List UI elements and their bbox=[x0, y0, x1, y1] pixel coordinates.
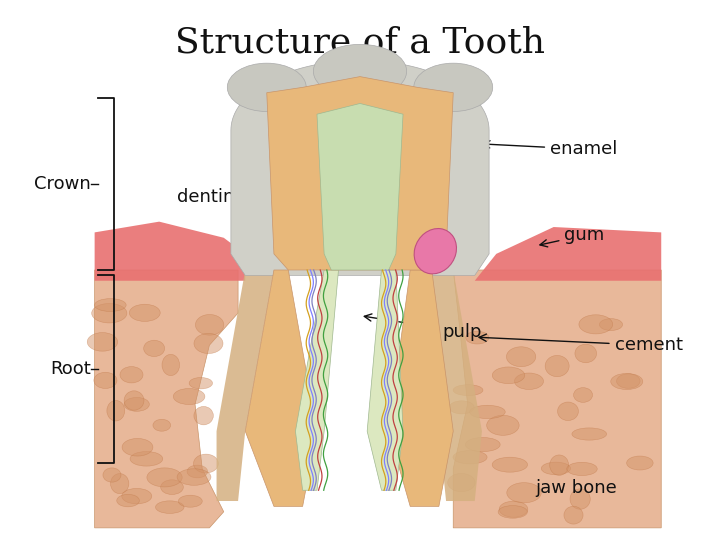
Ellipse shape bbox=[487, 415, 519, 435]
Text: jaw bone: jaw bone bbox=[536, 478, 618, 497]
Ellipse shape bbox=[87, 333, 117, 351]
Polygon shape bbox=[432, 270, 482, 501]
Ellipse shape bbox=[469, 406, 505, 419]
Ellipse shape bbox=[506, 347, 536, 367]
Ellipse shape bbox=[194, 407, 213, 425]
Ellipse shape bbox=[453, 450, 487, 464]
Ellipse shape bbox=[449, 401, 474, 414]
Ellipse shape bbox=[600, 319, 623, 330]
Ellipse shape bbox=[616, 374, 640, 388]
Ellipse shape bbox=[174, 388, 205, 404]
Ellipse shape bbox=[103, 468, 121, 482]
Ellipse shape bbox=[195, 314, 224, 335]
Ellipse shape bbox=[107, 401, 125, 421]
Ellipse shape bbox=[94, 299, 126, 312]
Ellipse shape bbox=[541, 462, 570, 475]
Ellipse shape bbox=[91, 303, 127, 323]
Ellipse shape bbox=[466, 331, 489, 344]
Ellipse shape bbox=[572, 428, 606, 440]
Ellipse shape bbox=[120, 367, 143, 383]
Ellipse shape bbox=[465, 437, 500, 451]
Polygon shape bbox=[367, 270, 403, 490]
Ellipse shape bbox=[189, 377, 212, 389]
Polygon shape bbox=[474, 227, 661, 281]
Text: Crown: Crown bbox=[35, 175, 91, 193]
Polygon shape bbox=[94, 270, 238, 528]
Ellipse shape bbox=[144, 340, 165, 356]
Ellipse shape bbox=[117, 494, 140, 507]
Ellipse shape bbox=[515, 373, 544, 389]
Ellipse shape bbox=[313, 44, 407, 98]
Ellipse shape bbox=[492, 367, 525, 383]
Ellipse shape bbox=[567, 462, 597, 476]
Text: cement: cement bbox=[479, 334, 683, 354]
Polygon shape bbox=[94, 221, 246, 281]
Polygon shape bbox=[295, 270, 338, 490]
Polygon shape bbox=[217, 270, 274, 501]
Ellipse shape bbox=[153, 419, 171, 431]
Ellipse shape bbox=[130, 451, 163, 466]
Text: dentin: dentin bbox=[177, 188, 294, 206]
Ellipse shape bbox=[177, 469, 211, 485]
Ellipse shape bbox=[124, 397, 149, 411]
Polygon shape bbox=[453, 270, 661, 528]
Ellipse shape bbox=[574, 388, 593, 402]
Ellipse shape bbox=[194, 333, 223, 354]
Text: Root: Root bbox=[50, 360, 91, 379]
Polygon shape bbox=[389, 270, 453, 507]
Ellipse shape bbox=[570, 489, 590, 509]
Ellipse shape bbox=[507, 483, 541, 503]
Ellipse shape bbox=[187, 465, 207, 478]
Ellipse shape bbox=[122, 438, 153, 456]
Ellipse shape bbox=[611, 374, 643, 389]
Ellipse shape bbox=[147, 468, 182, 487]
Ellipse shape bbox=[498, 505, 527, 518]
Text: pulp: pulp bbox=[364, 314, 482, 341]
Ellipse shape bbox=[156, 501, 184, 514]
Ellipse shape bbox=[162, 354, 179, 375]
Ellipse shape bbox=[124, 391, 144, 410]
Polygon shape bbox=[246, 270, 317, 507]
Text: gum: gum bbox=[540, 226, 605, 247]
Ellipse shape bbox=[579, 315, 613, 334]
Ellipse shape bbox=[448, 474, 475, 491]
Ellipse shape bbox=[549, 455, 569, 475]
Ellipse shape bbox=[626, 456, 653, 470]
Ellipse shape bbox=[545, 355, 569, 376]
Ellipse shape bbox=[492, 457, 528, 472]
Ellipse shape bbox=[557, 402, 578, 421]
Text: Structure of a Tooth: Structure of a Tooth bbox=[175, 25, 545, 59]
Ellipse shape bbox=[111, 474, 129, 494]
Ellipse shape bbox=[122, 488, 152, 504]
Ellipse shape bbox=[414, 228, 456, 274]
Ellipse shape bbox=[228, 63, 306, 112]
Ellipse shape bbox=[414, 63, 492, 112]
Ellipse shape bbox=[194, 454, 218, 473]
Ellipse shape bbox=[94, 372, 117, 388]
Ellipse shape bbox=[179, 495, 202, 507]
Ellipse shape bbox=[499, 501, 528, 517]
Ellipse shape bbox=[130, 304, 161, 321]
Ellipse shape bbox=[564, 506, 583, 524]
Ellipse shape bbox=[453, 384, 483, 396]
Polygon shape bbox=[231, 60, 489, 275]
Text: enamel: enamel bbox=[482, 140, 618, 158]
Ellipse shape bbox=[575, 344, 597, 363]
Polygon shape bbox=[317, 104, 403, 270]
Ellipse shape bbox=[161, 480, 184, 495]
Polygon shape bbox=[267, 77, 453, 270]
